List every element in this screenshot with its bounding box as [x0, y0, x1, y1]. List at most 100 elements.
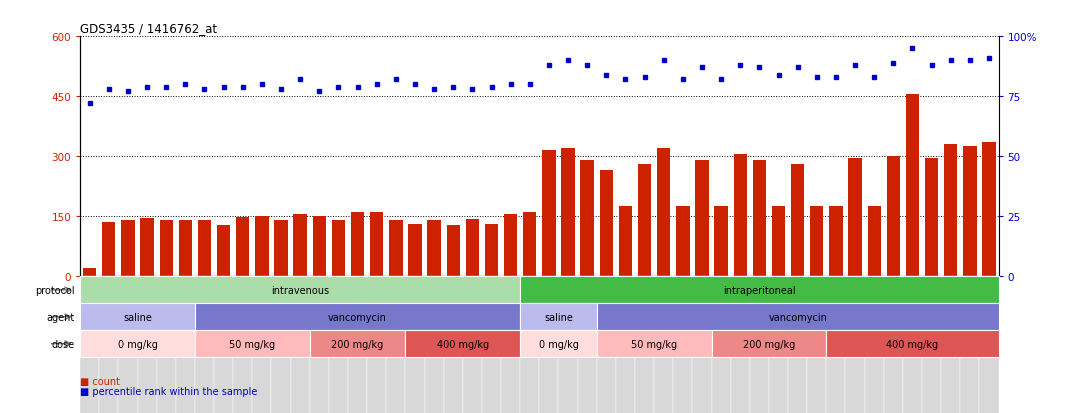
Text: vancomycin: vancomycin: [328, 312, 387, 322]
Bar: [313, 217, 326, 277]
Bar: [944, 145, 957, 277]
Bar: [159, 220, 173, 277]
Text: 50 mg/kg: 50 mg/kg: [230, 339, 276, 349]
Bar: [255, 217, 268, 277]
Bar: [427, 220, 441, 277]
Text: ■ count: ■ count: [80, 376, 120, 386]
Bar: [788, 277, 807, 413]
Text: 50 mg/kg: 50 mg/kg: [631, 339, 677, 349]
Bar: [734, 155, 747, 277]
Text: saline: saline: [123, 312, 152, 322]
Bar: [902, 277, 922, 413]
Bar: [657, 149, 671, 277]
Bar: [635, 277, 654, 413]
Text: dose: dose: [51, 339, 75, 349]
Bar: [811, 207, 823, 277]
Bar: [271, 277, 290, 413]
Bar: [599, 171, 613, 277]
Bar: [597, 277, 616, 413]
Bar: [406, 277, 424, 413]
Text: 0 mg/kg: 0 mg/kg: [117, 339, 157, 349]
Bar: [886, 157, 900, 277]
Bar: [750, 277, 769, 413]
Bar: [198, 220, 211, 277]
Bar: [140, 219, 154, 277]
FancyBboxPatch shape: [597, 304, 999, 330]
Bar: [504, 215, 517, 277]
Text: saline: saline: [544, 312, 572, 322]
Bar: [578, 277, 597, 413]
Bar: [865, 277, 884, 413]
Bar: [695, 161, 709, 277]
Bar: [482, 277, 501, 413]
Text: intraperitoneal: intraperitoneal: [723, 285, 796, 295]
Bar: [351, 212, 364, 277]
Bar: [367, 277, 387, 413]
Bar: [408, 225, 422, 277]
Bar: [310, 277, 329, 413]
Bar: [638, 164, 651, 277]
Bar: [466, 220, 480, 277]
Bar: [753, 161, 766, 277]
Bar: [922, 277, 941, 413]
Text: agent: agent: [47, 312, 75, 322]
Bar: [294, 215, 307, 277]
Bar: [963, 147, 976, 277]
Bar: [543, 151, 555, 277]
FancyBboxPatch shape: [520, 304, 597, 330]
Bar: [103, 223, 115, 277]
Bar: [501, 277, 520, 413]
Bar: [654, 277, 673, 413]
Bar: [559, 277, 578, 413]
Bar: [960, 277, 979, 413]
FancyBboxPatch shape: [310, 330, 406, 357]
Text: 400 mg/kg: 400 mg/kg: [437, 339, 489, 349]
Bar: [119, 277, 138, 413]
FancyBboxPatch shape: [520, 277, 999, 304]
Bar: [176, 277, 194, 413]
Bar: [424, 277, 443, 413]
Bar: [80, 277, 99, 413]
Bar: [443, 277, 462, 413]
FancyBboxPatch shape: [406, 330, 520, 357]
Bar: [252, 277, 271, 413]
Bar: [769, 277, 788, 413]
Bar: [122, 221, 135, 277]
FancyBboxPatch shape: [827, 330, 999, 357]
Bar: [83, 268, 96, 277]
Bar: [485, 225, 498, 277]
Bar: [329, 277, 348, 413]
Bar: [157, 277, 176, 413]
FancyBboxPatch shape: [194, 304, 520, 330]
FancyBboxPatch shape: [80, 304, 194, 330]
Bar: [772, 207, 785, 277]
Bar: [138, 277, 157, 413]
Bar: [523, 213, 536, 277]
Bar: [539, 277, 559, 413]
Bar: [387, 277, 406, 413]
Bar: [807, 277, 827, 413]
Bar: [178, 221, 192, 277]
Bar: [791, 165, 804, 277]
Bar: [692, 277, 711, 413]
Bar: [233, 277, 252, 413]
Bar: [618, 207, 632, 277]
Text: ■ percentile rank within the sample: ■ percentile rank within the sample: [80, 387, 257, 396]
Bar: [462, 277, 482, 413]
Bar: [562, 149, 575, 277]
FancyBboxPatch shape: [194, 330, 310, 357]
Bar: [867, 207, 881, 277]
Bar: [846, 277, 865, 413]
Text: 200 mg/kg: 200 mg/kg: [331, 339, 383, 349]
Text: vancomycin: vancomycin: [768, 312, 827, 322]
Bar: [906, 95, 920, 277]
Bar: [711, 277, 731, 413]
Text: GDS3435 / 1416762_at: GDS3435 / 1416762_at: [80, 21, 217, 35]
Text: 200 mg/kg: 200 mg/kg: [743, 339, 795, 349]
FancyBboxPatch shape: [597, 330, 711, 357]
Bar: [332, 220, 345, 277]
Bar: [616, 277, 635, 413]
Text: 400 mg/kg: 400 mg/kg: [886, 339, 939, 349]
Bar: [731, 277, 750, 413]
FancyBboxPatch shape: [80, 330, 194, 357]
